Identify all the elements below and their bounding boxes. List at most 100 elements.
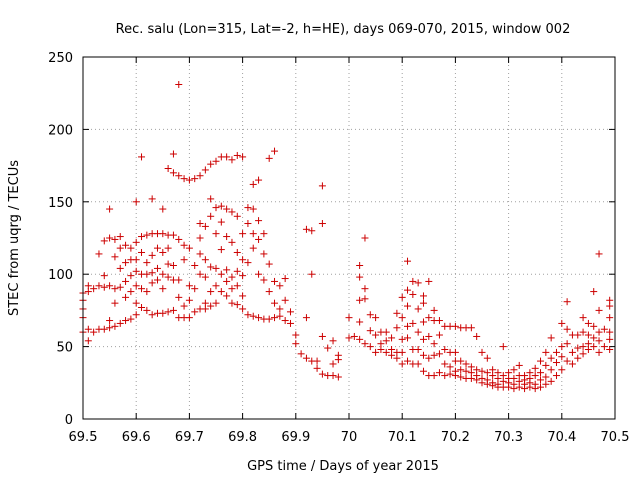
data-point [361, 285, 369, 293]
data-point [180, 241, 188, 249]
data-point [345, 334, 353, 342]
data-point [467, 324, 475, 332]
data-point [393, 309, 401, 317]
data-point [132, 267, 140, 275]
data-point [531, 385, 539, 393]
data-point [185, 282, 193, 290]
data-point [244, 311, 252, 319]
data-point [201, 256, 209, 264]
data-point [212, 157, 220, 165]
data-point [446, 370, 454, 378]
data-point [95, 282, 103, 290]
data-point [372, 348, 380, 356]
data-point [249, 180, 257, 188]
data-point [122, 277, 130, 285]
data-point [414, 305, 422, 313]
data-point [223, 277, 231, 285]
data-point [542, 380, 550, 388]
data-point [441, 345, 449, 353]
data-point [207, 212, 215, 220]
data-point [505, 383, 513, 391]
data-point [563, 357, 571, 365]
data-point [483, 369, 491, 377]
data-point [159, 270, 167, 278]
data-point [558, 353, 566, 361]
data-point [419, 351, 427, 359]
data-point [462, 360, 470, 368]
data-point [255, 270, 263, 278]
data-point [239, 230, 247, 238]
data-point [169, 306, 177, 314]
data-point [584, 319, 592, 327]
data-point [143, 231, 151, 239]
data-point [196, 172, 204, 180]
data-point [286, 319, 294, 327]
data-point [419, 292, 427, 300]
data-point [111, 253, 119, 261]
data-point [531, 364, 539, 372]
data-point [127, 272, 135, 280]
data-point [233, 267, 241, 275]
data-point [388, 351, 396, 359]
data-point [526, 383, 534, 391]
data-point [143, 288, 151, 296]
data-point [201, 166, 209, 174]
data-point [90, 328, 98, 336]
data-point [606, 302, 614, 310]
data-point [393, 324, 401, 332]
data-point [350, 332, 358, 340]
x-tick-label: 70.4 [547, 430, 576, 445]
data-point [233, 301, 241, 309]
data-point [457, 366, 465, 374]
data-point [595, 337, 603, 345]
data-point [127, 288, 135, 296]
data-point [233, 151, 241, 159]
data-point [425, 332, 433, 340]
data-point [122, 259, 130, 267]
data-point [451, 348, 459, 356]
data-point [196, 234, 204, 242]
data-point [132, 198, 140, 206]
data-point [356, 262, 364, 270]
data-point [185, 244, 193, 252]
x-tick-label: 70.2 [441, 430, 470, 445]
data-point [568, 360, 576, 368]
data-point [552, 359, 560, 367]
data-point [425, 354, 433, 362]
data-point [239, 292, 247, 300]
x-tick-label: 70.1 [388, 430, 417, 445]
data-point [260, 276, 268, 284]
data-point [265, 154, 273, 162]
data-point [542, 373, 550, 381]
data-point [419, 367, 427, 375]
data-point [95, 250, 103, 258]
data-point [207, 302, 215, 310]
data-point [404, 322, 412, 330]
data-point [398, 348, 406, 356]
data-point [159, 248, 167, 256]
data-point [244, 204, 252, 212]
data-point [212, 230, 220, 238]
data-point [425, 277, 433, 285]
data-point [164, 273, 172, 281]
x-tick-label: 70.5 [601, 430, 630, 445]
data-point [239, 153, 247, 161]
data-point [271, 147, 279, 155]
data-point [127, 244, 135, 252]
data-point [223, 233, 231, 241]
data-point [132, 238, 140, 246]
data-point [233, 212, 241, 220]
data-point [84, 325, 92, 333]
data-point [201, 305, 209, 313]
data-point [233, 248, 241, 256]
data-point [600, 343, 608, 351]
chart-title: Rec. salu (Lon=315, Lat=-2, h=HE), days … [116, 22, 571, 37]
data-point [356, 273, 364, 281]
data-point [207, 288, 215, 296]
data-point [537, 369, 545, 377]
data-point [169, 231, 177, 239]
data-point [552, 372, 560, 380]
data-point [228, 208, 236, 216]
data-point [302, 225, 310, 233]
data-point [404, 257, 412, 265]
